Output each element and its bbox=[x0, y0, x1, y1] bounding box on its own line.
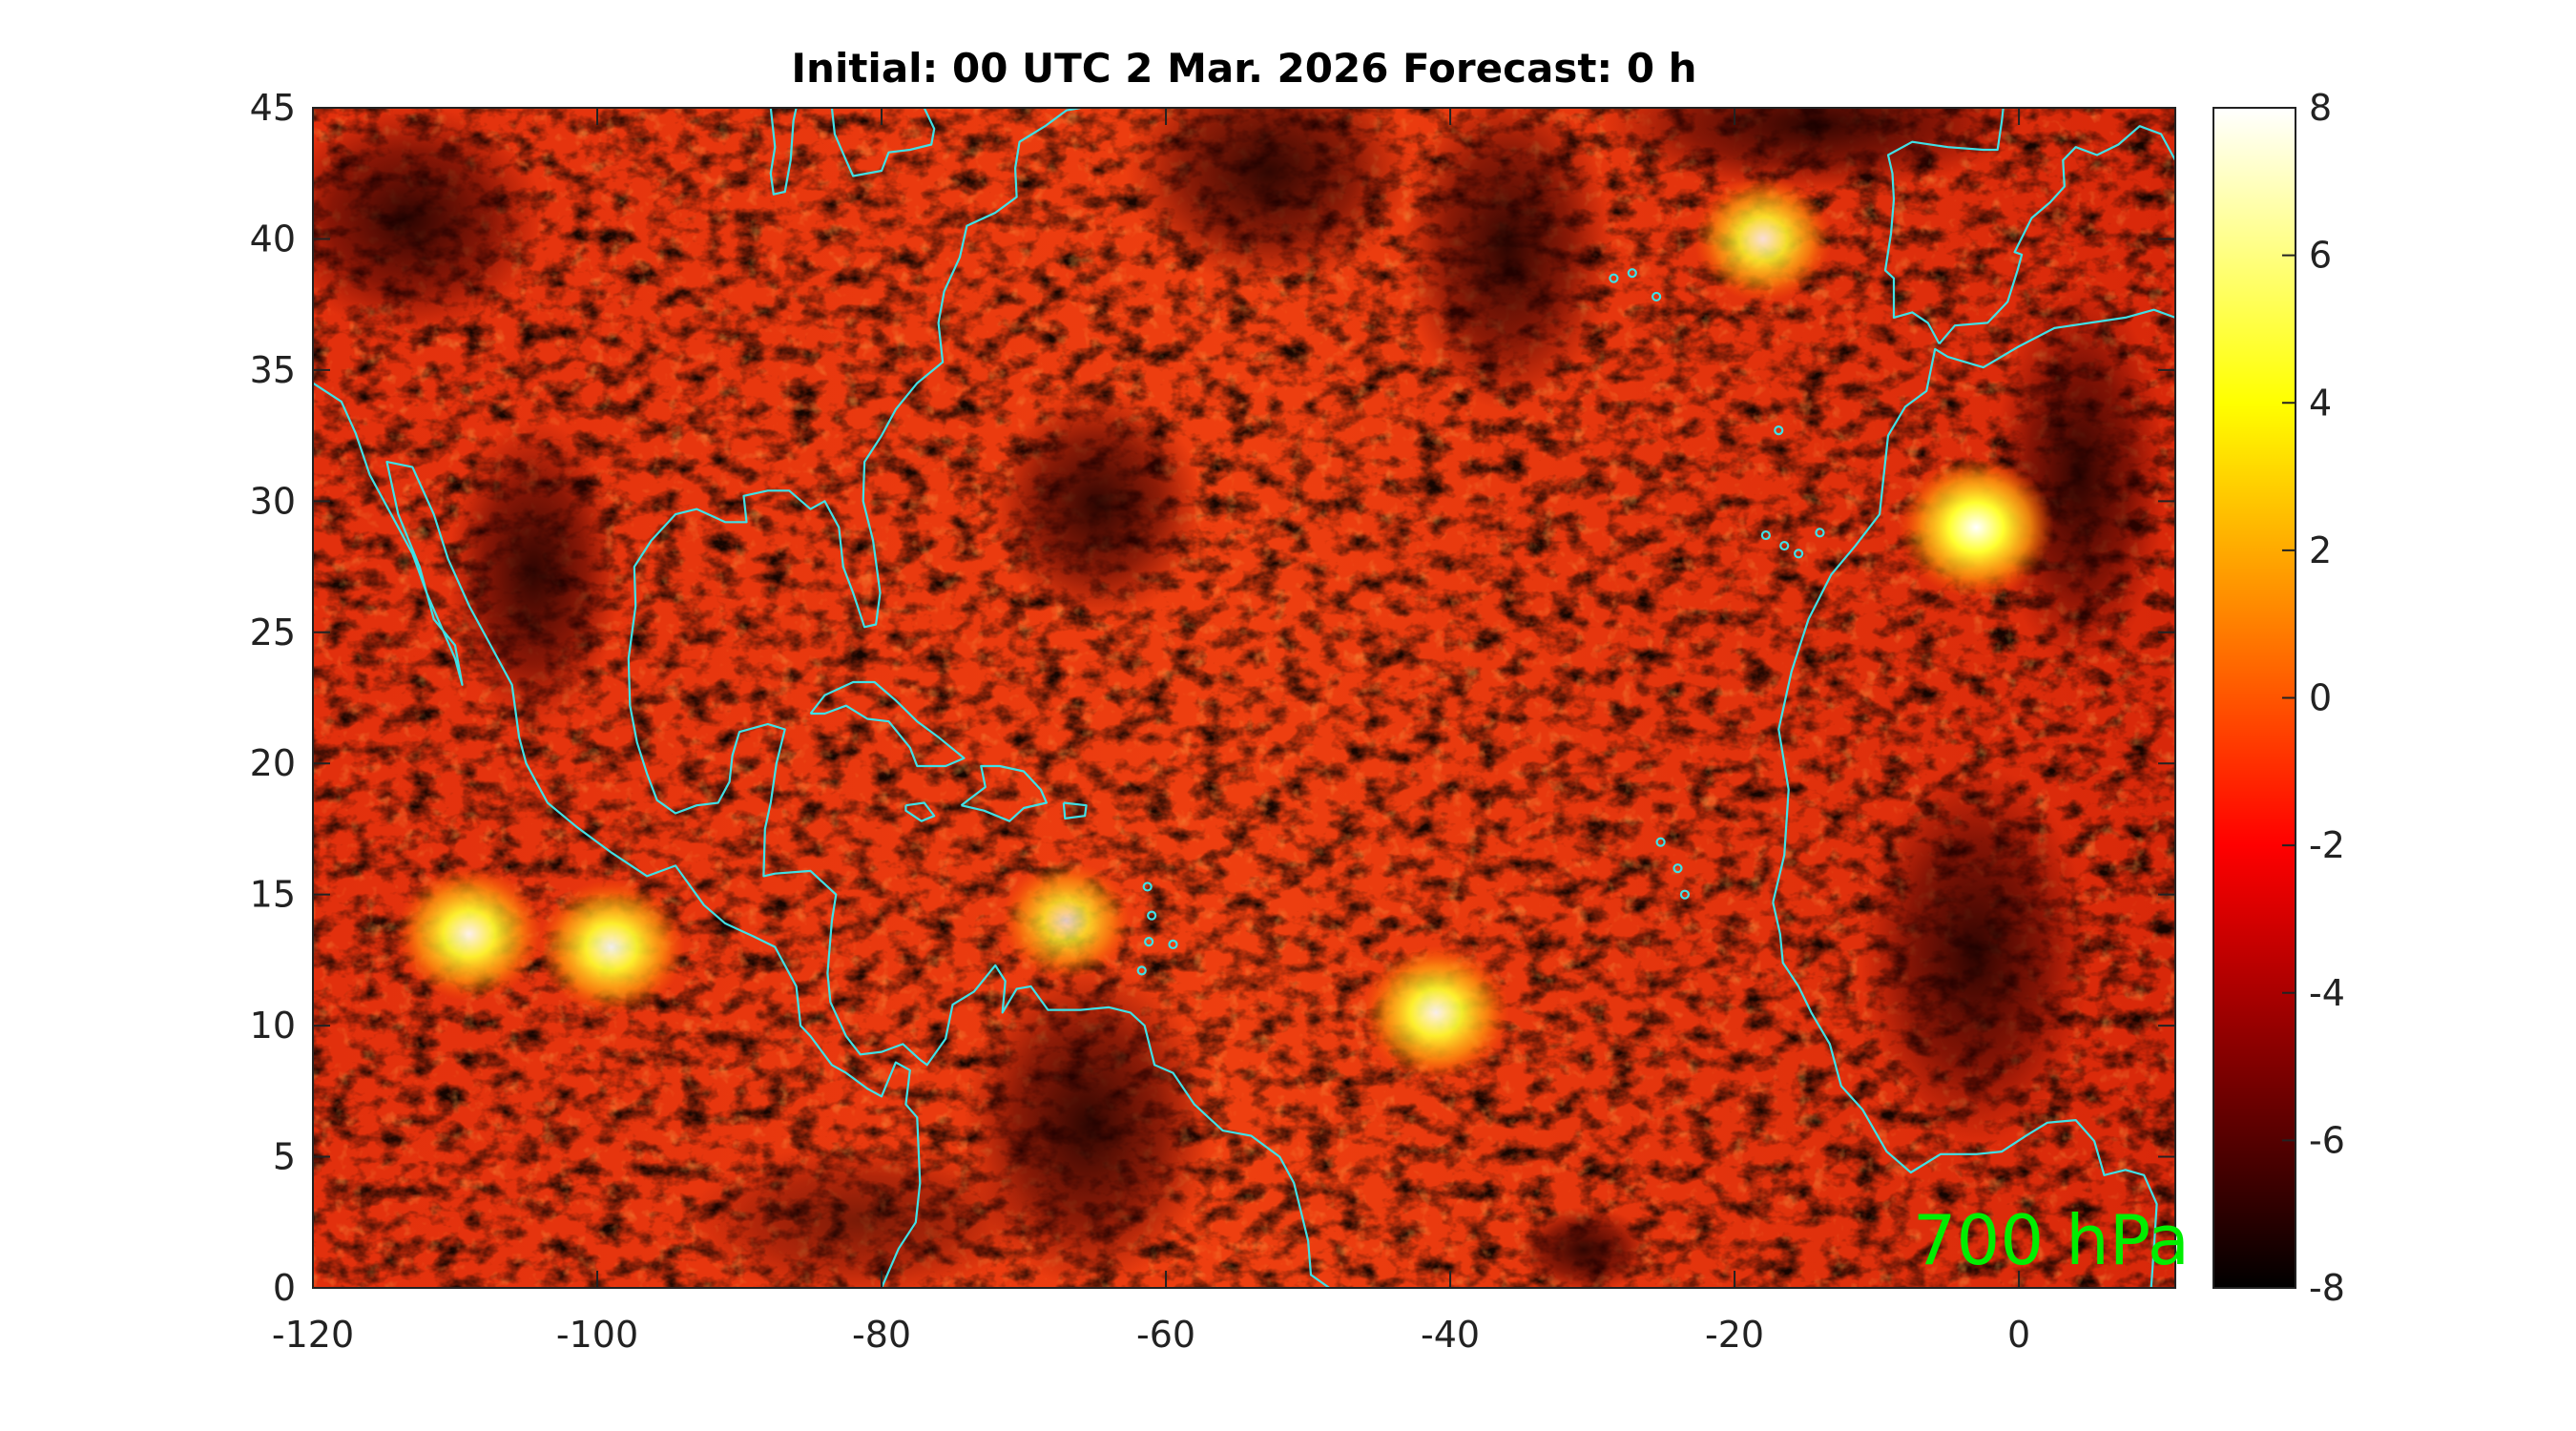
hotspot-north-east-atlantic bbox=[1693, 176, 1833, 302]
y-tick-label: 20 bbox=[250, 742, 296, 784]
coastline-segment bbox=[1062, 801, 1088, 819]
y-axis: 0 5 10 15 20 25 30 35 40 45 bbox=[250, 87, 2175, 1309]
colorbar-tick-label: 0 bbox=[2309, 677, 2332, 719]
colorbar-ticks: 8 6 4 2 0 -2 -4 -6 -8 bbox=[2282, 87, 2345, 1309]
hotspot-central-atlantic bbox=[1362, 945, 1510, 1080]
x-tick-label: -80 bbox=[852, 1314, 911, 1356]
colorbar-tick-label: 8 bbox=[2309, 87, 2332, 129]
island-outline bbox=[1142, 881, 1153, 892]
island-outline bbox=[1655, 837, 1666, 847]
coastline-segment bbox=[1883, 108, 2005, 344]
coastline-segment bbox=[1938, 125, 2175, 345]
y-tick-label: 25 bbox=[250, 612, 296, 653]
pressure-level-label: 700 hPa bbox=[1913, 1200, 2190, 1280]
colorbar-tick-label: 6 bbox=[2309, 235, 2332, 277]
island-outline bbox=[1652, 291, 1662, 302]
colorbar-tick-label: -4 bbox=[2309, 972, 2345, 1014]
x-tick-label: -100 bbox=[556, 1314, 638, 1356]
y-tick-label: 15 bbox=[250, 874, 296, 916]
island-outline bbox=[1147, 910, 1157, 921]
island-outline bbox=[1136, 965, 1147, 976]
coastline-segment bbox=[313, 382, 922, 1288]
coastline-segment bbox=[1772, 902, 2158, 1288]
colorbar-tick-label: -6 bbox=[2309, 1119, 2345, 1161]
coastline-segment bbox=[627, 108, 1081, 1061]
coastline-segment bbox=[769, 108, 798, 196]
island-outline bbox=[1144, 937, 1154, 947]
colorbar-tick-label: -8 bbox=[2309, 1267, 2345, 1309]
island-outline bbox=[1774, 425, 1784, 436]
x-tick-label: -20 bbox=[1705, 1314, 1764, 1356]
island-outline bbox=[1760, 529, 1771, 541]
chart-title: Initial: 00 UTC 2 Mar. 2026 Forecast: 0 … bbox=[791, 45, 1696, 92]
y-tick-label: 30 bbox=[250, 480, 296, 522]
heatmap-hotspots bbox=[395, 176, 2054, 1080]
coastline-segment bbox=[830, 108, 936, 177]
x-tick-label: -120 bbox=[272, 1314, 354, 1356]
island-outline bbox=[1168, 939, 1178, 949]
heatmap-plot-area bbox=[313, 108, 2175, 1288]
y-tick-label: 10 bbox=[250, 1005, 296, 1047]
hotspot-caribbean bbox=[1001, 861, 1132, 981]
y-tick-label: 40 bbox=[250, 218, 296, 259]
colorbar: 8 6 4 2 0 -2 -4 -6 -8 bbox=[2212, 87, 2345, 1309]
x-tick-label: -60 bbox=[1136, 1314, 1195, 1356]
x-tick-label: -40 bbox=[1421, 1314, 1480, 1356]
plot-frame bbox=[312, 107, 2176, 1289]
x-tick-label: 0 bbox=[2007, 1314, 2030, 1356]
island-outline bbox=[1672, 863, 1683, 874]
island-outline bbox=[1815, 528, 1825, 538]
colorbar-tick-label: -2 bbox=[2309, 824, 2345, 866]
y-tick-label: 0 bbox=[273, 1267, 296, 1309]
y-tick-label: 45 bbox=[250, 87, 296, 129]
coastlines bbox=[313, 108, 2175, 1288]
coastline-segment bbox=[809, 680, 966, 768]
hotspot-pacific-west bbox=[395, 866, 543, 1001]
coastline-segment bbox=[1772, 308, 2175, 903]
y-tick-label: 35 bbox=[250, 349, 296, 391]
heatmap-texture-warm bbox=[313, 108, 2175, 1288]
colorbar-tick-label: 2 bbox=[2309, 529, 2332, 571]
hotspot-portugal-west bbox=[1898, 456, 2054, 598]
colorbar-tick-label: 4 bbox=[2309, 382, 2332, 424]
x-axis: -120 -100 -80 -60 -40 -20 0 bbox=[272, 108, 2030, 1356]
island-outline bbox=[1627, 268, 1637, 279]
coastline-segment bbox=[904, 801, 936, 822]
island-outline bbox=[1679, 889, 1691, 900]
island-outline bbox=[1779, 540, 1790, 551]
heatmap-dark-regions bbox=[313, 108, 2166, 1288]
coastline-segment bbox=[960, 764, 1048, 822]
coastline-segment bbox=[919, 964, 1331, 1288]
hotspot-pacific-central bbox=[537, 880, 685, 1014]
island-outline bbox=[1609, 273, 1619, 283]
island-outline bbox=[1794, 549, 1804, 559]
y-tick-label: 5 bbox=[273, 1136, 296, 1178]
